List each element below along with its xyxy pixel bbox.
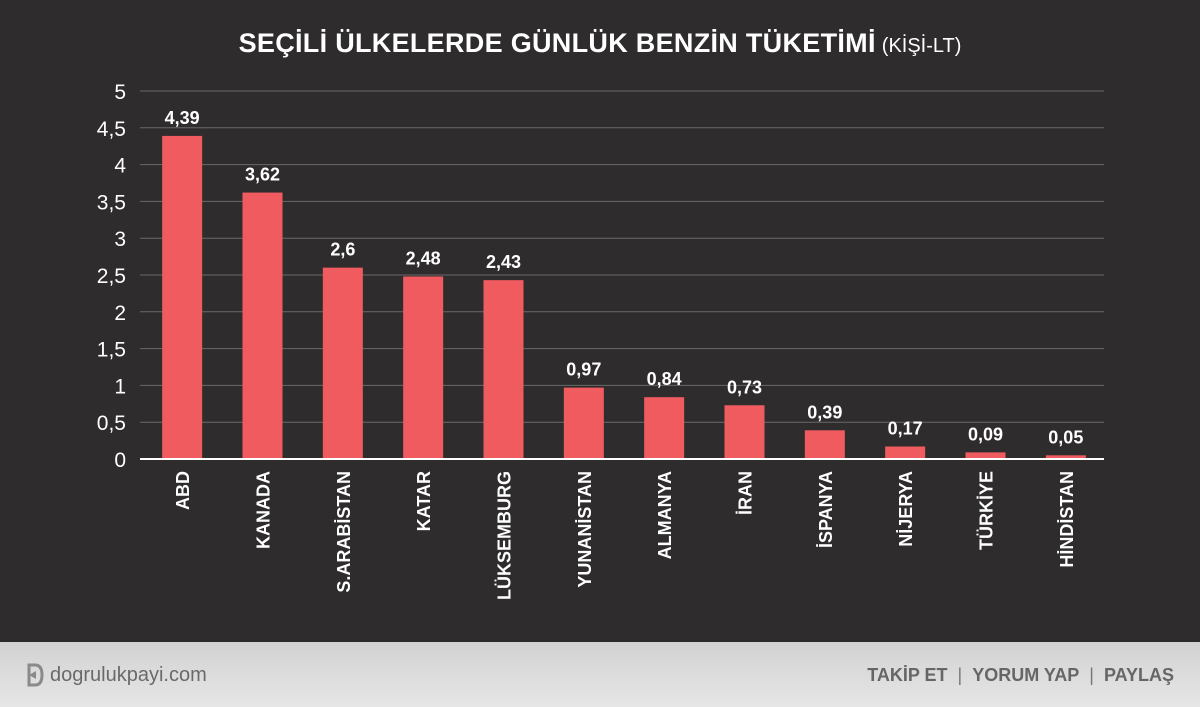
chart-title-text: SEÇİLİ ÜLKELERDE GÜNLÜK BENZİN TÜKETİMİ [238,28,876,58]
x-tick-label: İSPANYA [816,471,836,548]
site-name: dogrulukpayi.com [50,663,207,686]
y-tick-label: 3,5 [97,191,126,214]
x-tick-label: ALMANYA [655,471,675,559]
share-link[interactable]: PAYLAŞ [1103,664,1174,685]
data-label: 0,84 [647,369,682,389]
chart-title: SEÇİLİ ÜLKELERDE GÜNLÜK BENZİN TÜKETİMİ(… [0,28,1200,59]
x-tick-label: NİJERYA [896,471,916,547]
x-tick-label: KANADA [254,471,274,549]
footer-bar: dogrulukpayi.com TAKİP ET | YORUM YAP | … [0,642,1200,707]
x-tick-label: LÜKSEMBURG [495,471,515,600]
bar-chart: 0 0,5 1 1,5 2 2,5 3 3,5 4 4,5 5 4,39 ABD 3,62 KANADA 2,… [97,81,1104,600]
bar [403,276,444,459]
site-logo[interactable]: dogrulukpayi.com [26,662,207,688]
bar [1045,455,1086,459]
data-label: 4,39 [165,108,200,128]
bar [162,135,203,459]
data-label: 0,39 [807,402,842,422]
bar [644,397,685,459]
data-label: 0,05 [1048,427,1083,447]
d-logo-icon [27,663,44,687]
separator: | [1089,664,1094,685]
y-tick-label: 4 [114,155,126,178]
y-tick-label: 2 [114,302,126,325]
bar [885,446,926,459]
y-tick-label: 4,5 [97,118,126,141]
bar [322,267,363,459]
footer-actions: TAKİP ET | YORUM YAP | PAYLAŞ [867,662,1174,688]
data-label: 0,09 [968,424,1003,444]
bar [242,192,283,459]
x-tick-label: İRAN [736,471,756,515]
x-tick-label: TÜRKİYE [977,471,997,550]
data-label: 0,73 [727,377,762,397]
y-tick-label: 5 [114,81,126,104]
bar [724,405,765,459]
bar [804,430,845,459]
x-tick-label: YUNANİSTAN [575,471,595,588]
y-tick-label: 3 [114,228,126,251]
x-tick-label: HİNDİSTAN [1057,471,1077,568]
y-tick-label: 1,5 [97,339,126,362]
bar [563,387,604,459]
y-tick-label: 2,5 [97,265,126,288]
data-label: 0,97 [566,360,601,380]
y-tick-label: 1 [114,375,126,398]
chart-area: SEÇİLİ ÜLKELERDE GÜNLÜK BENZİN TÜKETİMİ(… [0,28,1200,600]
y-tick-label: 0 [114,449,126,472]
x-tick-label: S.ARABİSTAN [334,471,354,593]
y-tick-label: 0,5 [97,412,126,435]
chart-title-unit: (KİŞİ-LT) [881,35,962,57]
comment-link[interactable]: YORUM YAP [972,664,1080,685]
data-label: 0,17 [888,418,923,438]
data-label: 3,62 [245,165,280,185]
bar [483,280,524,459]
x-tick-label: ABD [173,471,193,510]
x-tick-label: KATAR [414,471,434,531]
data-label: 2,43 [486,252,521,272]
data-label: 2,48 [406,248,441,268]
bar [965,452,1006,459]
follow-link[interactable]: TAKİP ET [867,664,948,685]
data-label: 2,6 [330,240,355,260]
separator: | [957,664,963,685]
